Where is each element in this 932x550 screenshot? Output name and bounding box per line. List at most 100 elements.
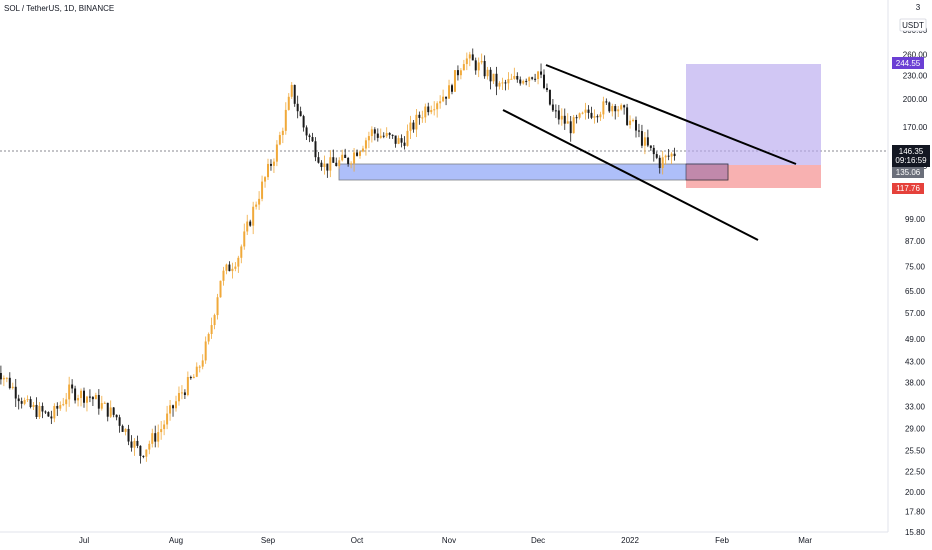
candles bbox=[0, 48, 676, 464]
candle-body bbox=[566, 121, 569, 124]
candle-body bbox=[394, 135, 397, 144]
candle-body bbox=[453, 70, 456, 92]
time-axis[interactable]: Jul Aug Sep Oct Nov Dec 2022 Feb Mar bbox=[79, 536, 813, 545]
candle-body bbox=[172, 405, 175, 409]
candle-body bbox=[338, 160, 341, 167]
price-tick-label: 200.00 bbox=[903, 95, 928, 104]
channel-upper-line bbox=[545, 64, 797, 165]
candle-body bbox=[522, 80, 525, 84]
candle-body bbox=[643, 137, 646, 146]
candle-body bbox=[272, 161, 275, 166]
candle-body bbox=[210, 325, 213, 334]
candle-body bbox=[629, 120, 632, 125]
candle-body bbox=[284, 109, 287, 131]
candle-body bbox=[136, 440, 139, 446]
candle-body bbox=[403, 142, 406, 146]
candle-body bbox=[637, 130, 640, 132]
candle-body bbox=[599, 114, 602, 118]
candle-body bbox=[216, 297, 219, 316]
price-tick-label: 65.00 bbox=[905, 287, 926, 296]
candle-body bbox=[483, 61, 486, 77]
candle-body bbox=[356, 152, 359, 156]
candle-body bbox=[71, 384, 74, 389]
candle-body bbox=[652, 147, 655, 155]
candle-body bbox=[249, 221, 252, 226]
candle-body bbox=[302, 116, 305, 128]
candle-body bbox=[186, 377, 189, 395]
price-tick-label: 49.00 bbox=[905, 335, 926, 344]
candle-body bbox=[557, 110, 560, 120]
entry-price-badge bbox=[892, 167, 924, 178]
candle-body bbox=[436, 103, 439, 110]
candle-body bbox=[584, 109, 587, 113]
currency-label: USDT bbox=[902, 21, 924, 30]
candle-body bbox=[14, 386, 17, 399]
support-zone bbox=[338, 163, 729, 181]
last-price-badge bbox=[892, 145, 930, 167]
candle-body bbox=[670, 153, 673, 157]
candle-body bbox=[459, 70, 462, 76]
currency-badge[interactable] bbox=[899, 18, 927, 32]
candle-body bbox=[85, 396, 88, 403]
candle-body bbox=[667, 155, 670, 157]
candle-body bbox=[0, 372, 2, 380]
candle-body bbox=[456, 70, 459, 76]
candle-body bbox=[367, 136, 370, 141]
candle-body bbox=[240, 246, 243, 258]
candle-body bbox=[133, 440, 136, 448]
candle-body bbox=[44, 411, 47, 413]
candle-body bbox=[498, 82, 501, 87]
candle-body bbox=[308, 135, 311, 138]
price-tick-label: 170.00 bbox=[903, 123, 928, 132]
time-tick-label: Sep bbox=[261, 536, 276, 545]
candle-body bbox=[94, 394, 97, 400]
candle-body bbox=[329, 157, 332, 171]
candle-body bbox=[474, 60, 477, 71]
candle-body bbox=[305, 127, 308, 136]
candle-body bbox=[531, 77, 534, 79]
candle-body bbox=[269, 163, 272, 166]
target-price-badge bbox=[892, 57, 924, 69]
candle-body bbox=[468, 54, 471, 59]
price-tick-label: 15.80 bbox=[905, 528, 926, 537]
candle-body bbox=[513, 75, 516, 79]
price-axis[interactable]: 300.00260.00230.00200.00170.00135.0099.0… bbox=[903, 26, 928, 537]
candle-body bbox=[47, 412, 50, 417]
candle-body bbox=[504, 82, 507, 84]
candle-body bbox=[347, 157, 350, 164]
price-tick-label: 29.00 bbox=[905, 424, 926, 433]
time-tick-label: Mar bbox=[798, 536, 812, 545]
candle-body bbox=[278, 135, 281, 145]
candle-body bbox=[415, 114, 418, 130]
candle-body bbox=[62, 404, 65, 406]
candle-body bbox=[361, 148, 364, 152]
candle-body bbox=[97, 394, 100, 409]
candle-body bbox=[492, 73, 495, 82]
candle-body bbox=[581, 112, 584, 114]
candle-body bbox=[35, 404, 38, 417]
candle-body bbox=[225, 264, 228, 271]
candle-body bbox=[353, 152, 356, 164]
candle-body bbox=[163, 424, 166, 430]
candle-body bbox=[127, 428, 130, 442]
candle-body bbox=[448, 85, 451, 99]
candle-body bbox=[391, 134, 394, 136]
corner-glyph: 3 bbox=[916, 3, 921, 12]
candle-body bbox=[77, 398, 80, 401]
candle-body bbox=[537, 71, 540, 80]
candle-body bbox=[341, 154, 344, 161]
time-tick-label: 2022 bbox=[621, 536, 639, 545]
target-price-label: 244.55 bbox=[896, 59, 921, 68]
candle-body bbox=[166, 413, 169, 425]
candle-body bbox=[204, 341, 207, 361]
candle-body bbox=[421, 117, 424, 119]
target-zone bbox=[686, 64, 821, 165]
candle-body bbox=[148, 443, 151, 450]
candle-body bbox=[180, 392, 183, 394]
candle-body bbox=[661, 157, 664, 169]
price-tick-label: 43.00 bbox=[905, 357, 926, 366]
candle-body bbox=[528, 77, 531, 82]
candle-body bbox=[649, 145, 652, 148]
candle-body bbox=[299, 111, 302, 117]
